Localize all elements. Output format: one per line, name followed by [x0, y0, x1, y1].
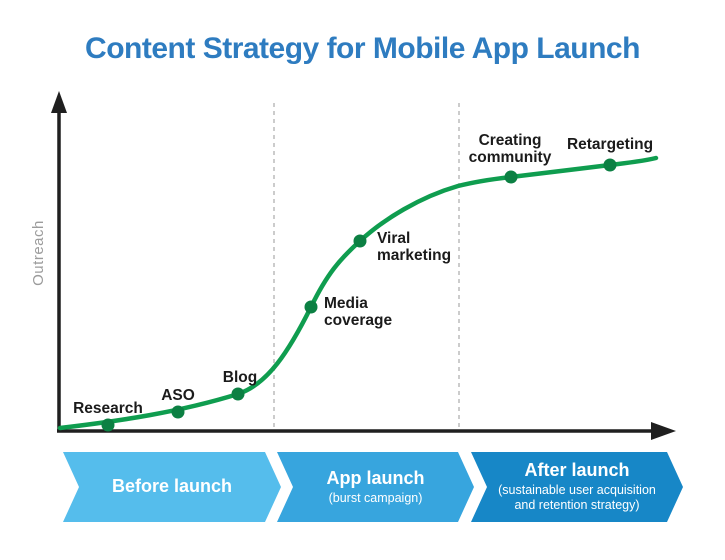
- milestone-label-viral-marketing: Viral marketing: [377, 230, 452, 265]
- milestone-label-blog: Blog: [222, 369, 258, 386]
- data-point-creating-community: [504, 170, 518, 184]
- data-point-viral-marketing: [353, 234, 367, 248]
- data-point-research: [101, 418, 115, 432]
- data-point-retargeting: [603, 158, 617, 172]
- milestone-label-retargeting: Retargeting: [566, 136, 654, 153]
- phase-label-after-launch: After launch (sustainable user acquisiti…: [487, 452, 667, 522]
- outreach-curve: [57, 155, 659, 431]
- milestone-label-creating-community: Creating community: [468, 132, 552, 167]
- phase-band-before-launch: [63, 452, 281, 522]
- x-axis-arrowhead-icon: [651, 422, 676, 440]
- data-point-aso: [171, 405, 185, 419]
- milestone-label-media-coverage: Media coverage: [324, 295, 393, 330]
- phase-label-before-launch: Before launch: [79, 452, 265, 522]
- phase-title: Before launch: [111, 476, 233, 497]
- phase-subtitle: (burst campaign): [328, 490, 423, 505]
- phase-title: After launch: [524, 460, 630, 481]
- milestone-label-research: Research: [73, 400, 143, 417]
- data-point-blog: [231, 387, 245, 401]
- y-axis-arrowhead-icon: [51, 91, 67, 113]
- y-axis-label: Outreach: [30, 220, 47, 286]
- phase-title: App launch: [326, 467, 425, 488]
- page-title: Content Strategy for Mobile App Launch: [85, 32, 640, 65]
- phase-subtitle: (sustainable user acquisition and retent…: [498, 483, 656, 512]
- milestone-label-aso: ASO: [161, 387, 195, 404]
- data-point-media-coverage: [304, 300, 318, 314]
- phase-band-after-launch: [471, 452, 683, 522]
- phase-label-app-launch: App launch (burst campaign): [293, 452, 458, 522]
- phase-band-app-launch: [277, 452, 474, 522]
